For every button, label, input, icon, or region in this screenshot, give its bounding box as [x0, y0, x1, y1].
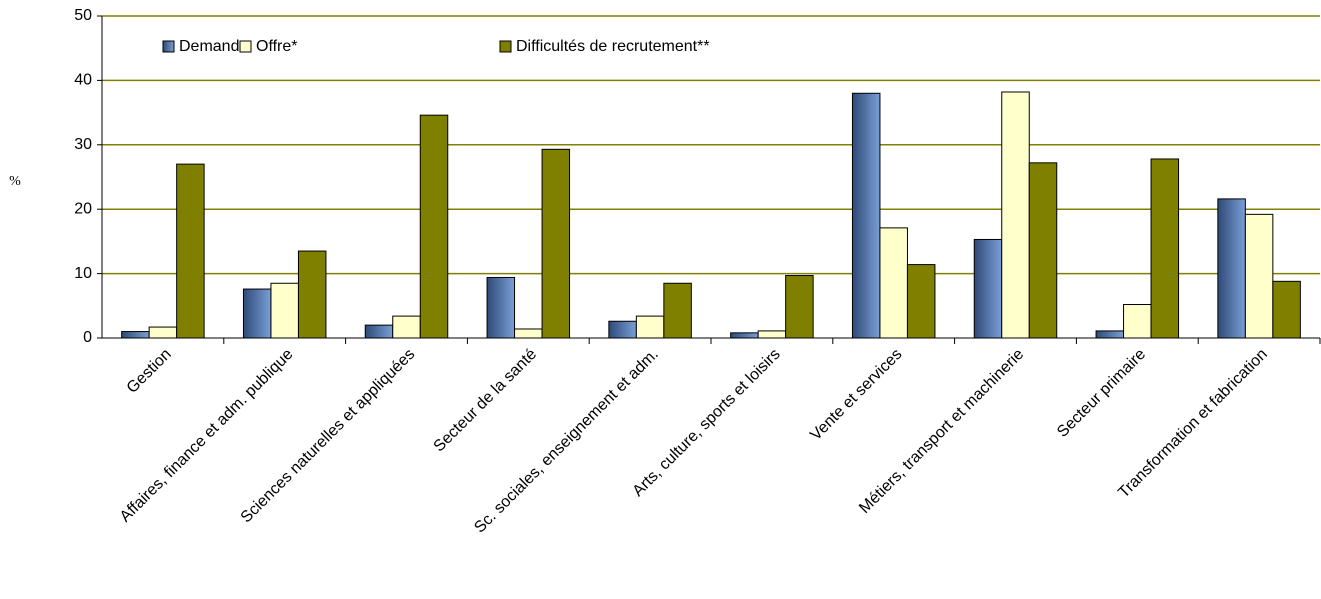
bar [121, 331, 150, 339]
bar [486, 276, 516, 339]
x-tick-label: Vente et services [807, 346, 905, 444]
bar [297, 250, 327, 339]
bar [1272, 280, 1301, 339]
bar [1244, 213, 1274, 339]
y-tick-label: 40 [74, 72, 92, 89]
legend-label: Offre* [256, 38, 298, 55]
y-tick-label: 0 [83, 329, 92, 346]
x-tick-label: Arts, culture, sports et loisirs [630, 346, 784, 500]
bar [176, 163, 205, 339]
bar [242, 288, 272, 339]
y-tick-label: 20 [74, 200, 92, 217]
bar [1001, 91, 1030, 339]
bar [730, 332, 759, 339]
bar [757, 330, 787, 339]
bar [364, 324, 394, 339]
bar [1095, 330, 1125, 339]
bar [419, 114, 449, 339]
x-tick-label: Secteur de la santé [431, 346, 541, 456]
legend-label: Demande [179, 38, 248, 55]
bar [1150, 158, 1180, 339]
bar [663, 282, 692, 339]
bar [541, 148, 571, 339]
bar [851, 92, 881, 339]
x-tick-label: Transformation et fabrication [1115, 346, 1271, 502]
legend-swatch [499, 40, 512, 53]
bar [906, 264, 936, 339]
bar [785, 275, 814, 339]
legend-swatch [239, 40, 252, 53]
bar [270, 282, 299, 339]
bar [392, 315, 421, 339]
y-tick-label: 30 [74, 136, 92, 153]
bar [973, 238, 1003, 339]
bar [514, 328, 543, 339]
bar [148, 326, 178, 339]
bar [1123, 304, 1152, 339]
x-tick-label: Secteur primaire [1054, 346, 1149, 441]
legend-swatch [162, 40, 175, 53]
y-tick-label: 50 [74, 7, 92, 24]
bar [879, 227, 908, 339]
bar [608, 320, 637, 339]
y-tick-label: 10 [74, 265, 92, 282]
bar [635, 315, 665, 339]
x-tick-label: Gestion [124, 346, 175, 397]
bar [1217, 198, 1246, 339]
y-axis-label: % [9, 174, 21, 189]
bar [1028, 162, 1058, 339]
legend-label: Difficultés de recrutement** [516, 38, 710, 55]
